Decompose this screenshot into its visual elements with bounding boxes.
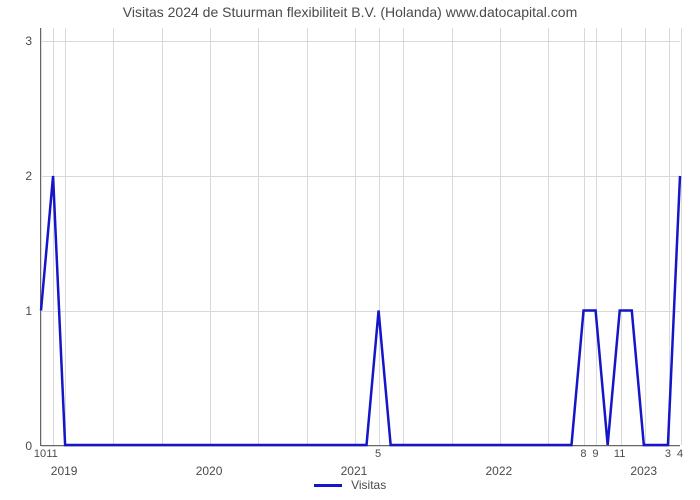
- y-tick-label: 3: [25, 34, 32, 48]
- gridline-v: [681, 28, 682, 445]
- x-month-label: 11: [614, 448, 625, 460]
- x-year-label: 2019: [51, 464, 78, 478]
- x-month-label: 4: [677, 448, 683, 460]
- series-line: [41, 28, 680, 445]
- legend-label: Visitas: [351, 478, 386, 492]
- x-month-label: 10: [34, 448, 46, 460]
- y-tick-label: 0: [25, 439, 32, 453]
- chart-container: Visitas 2024 de Stuurman flexibiliteit B…: [0, 0, 700, 500]
- y-tick-label: 2: [25, 169, 32, 183]
- x-year-label: 2020: [196, 464, 223, 478]
- x-month-label: 5: [375, 448, 381, 460]
- x-year-label: 2021: [341, 464, 368, 478]
- x-year-label: 2023: [630, 464, 657, 478]
- plot-area: [40, 28, 680, 446]
- legend-swatch: [314, 484, 342, 487]
- x-month-label: 8: [580, 448, 586, 460]
- chart-title: Visitas 2024 de Stuurman flexibiliteit B…: [0, 4, 700, 20]
- y-tick-label: 1: [25, 304, 32, 318]
- y-axis-labels: 0123: [0, 28, 36, 446]
- x-month-label: 9: [592, 448, 598, 460]
- x-year-label: 2022: [486, 464, 513, 478]
- legend: Visitas: [0, 478, 700, 492]
- x-month-label: 3: [665, 448, 671, 460]
- x-month-label: 11: [46, 448, 57, 460]
